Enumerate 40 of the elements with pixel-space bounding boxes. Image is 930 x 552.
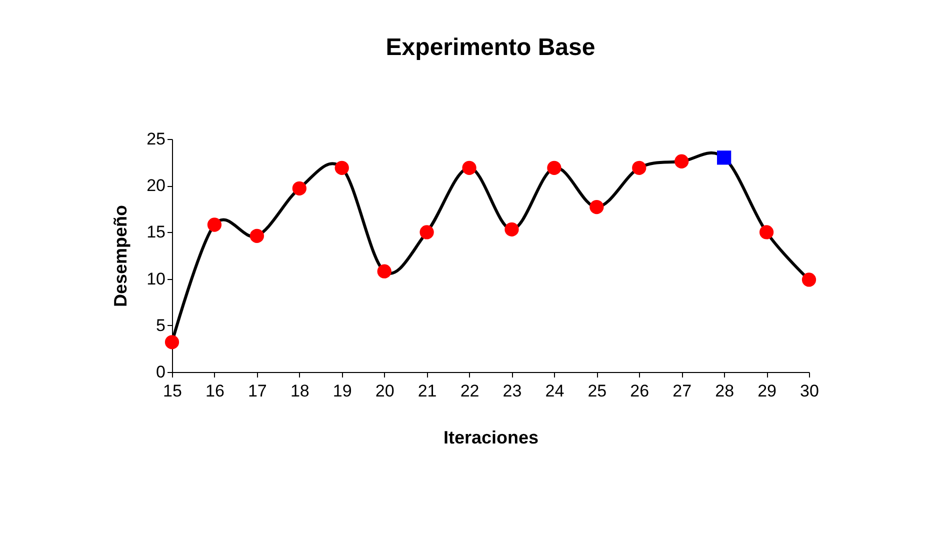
point bbox=[207, 218, 222, 232]
x-tick-label: 26 bbox=[630, 382, 650, 400]
x-tick-label: 18 bbox=[290, 382, 310, 400]
point bbox=[590, 200, 604, 214]
x-tick-label: 22 bbox=[460, 382, 480, 400]
point bbox=[462, 160, 476, 175]
x-tick-label: 30 bbox=[800, 382, 819, 400]
point bbox=[547, 160, 562, 175]
point bbox=[504, 222, 519, 236]
x-tick-label: 24 bbox=[545, 382, 564, 400]
x-tick-label: 21 bbox=[418, 382, 437, 400]
x-tick-label: 27 bbox=[672, 382, 692, 400]
point bbox=[674, 154, 689, 168]
point bbox=[250, 228, 264, 243]
point bbox=[420, 225, 434, 240]
x-tick-label: 16 bbox=[206, 382, 224, 400]
point bbox=[759, 225, 774, 240]
x-tick-label: 20 bbox=[375, 382, 394, 400]
y-tick-label: 25 bbox=[146, 130, 166, 148]
x-axis-title: Iteraciones bbox=[443, 428, 539, 448]
y-tick-label: 0 bbox=[156, 362, 166, 382]
x-tick-label: 28 bbox=[715, 382, 734, 400]
y-axis-title: Desempeño bbox=[110, 204, 131, 308]
y-tick-label: 20 bbox=[146, 176, 166, 196]
chart-title: Experimento Base bbox=[386, 34, 596, 61]
point bbox=[632, 160, 646, 175]
x-tick-label: 25 bbox=[588, 382, 607, 400]
x-tick-label: 29 bbox=[758, 382, 776, 400]
point bbox=[716, 150, 732, 165]
y-tick-label: 15 bbox=[146, 222, 166, 242]
point bbox=[377, 264, 392, 278]
point bbox=[802, 272, 816, 287]
y-tick-label: 10 bbox=[146, 269, 166, 288]
x-tick-label: 23 bbox=[502, 382, 522, 400]
point bbox=[292, 181, 306, 196]
y-tick-label: 5 bbox=[156, 316, 166, 335]
point bbox=[164, 335, 180, 350]
point bbox=[334, 160, 349, 175]
x-tick-label: 19 bbox=[332, 382, 352, 400]
x-tick-label: 17 bbox=[248, 382, 267, 400]
